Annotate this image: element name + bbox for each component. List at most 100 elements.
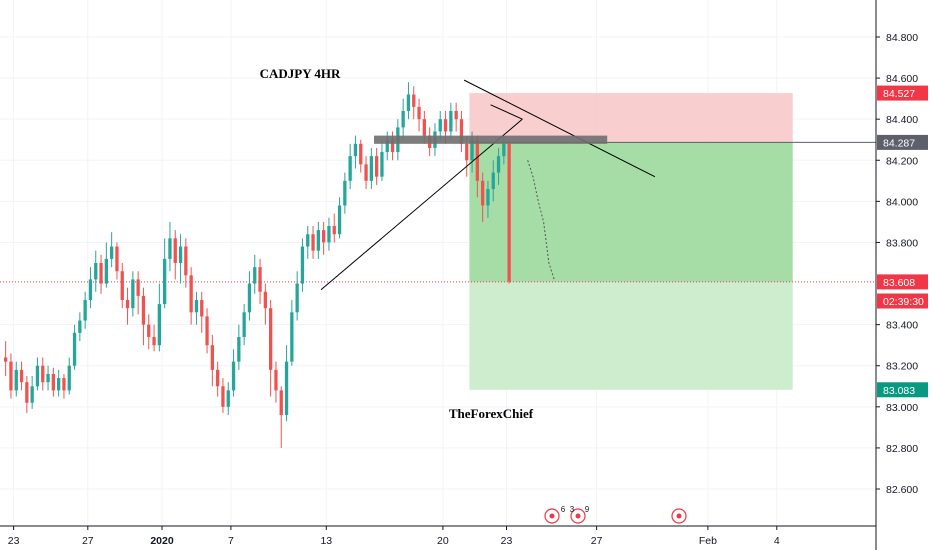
candle-body[interactable] (173, 238, 177, 263)
candle-body[interactable] (279, 390, 283, 416)
candle-body[interactable] (200, 299, 204, 317)
candle-body[interactable] (57, 378, 61, 391)
event-dot[interactable] (549, 513, 555, 519)
candle-body[interactable] (337, 205, 342, 235)
candle-body[interactable] (4, 357, 8, 362)
candle-body[interactable] (311, 234, 315, 251)
candle-body[interactable] (242, 312, 246, 337)
candle-body[interactable] (459, 119, 464, 144)
candle-body[interactable] (62, 378, 66, 391)
candle-body[interactable] (327, 226, 331, 243)
candle-body[interactable] (438, 119, 442, 132)
candle-body[interactable] (88, 279, 93, 300)
candle-body[interactable] (67, 365, 71, 391)
author-watermark[interactable]: TheForexChief (449, 406, 534, 421)
event-dot[interactable] (575, 513, 581, 519)
candle-body[interactable] (115, 246, 119, 272)
candle-body[interactable] (300, 246, 305, 284)
candle-body[interactable] (184, 246, 188, 276)
candle-body[interactable] (168, 238, 172, 259)
candle-body[interactable] (35, 365, 40, 387)
candle-body[interactable] (104, 258, 108, 284)
candle-body[interactable] (253, 267, 257, 284)
candle-body[interactable] (125, 299, 130, 309)
candle-body[interactable] (178, 246, 183, 263)
candle-body[interactable] (9, 361, 13, 391)
candle-body[interactable] (491, 172, 495, 190)
profit-target-zone-remaining[interactable] (469, 281, 793, 390)
candle-body[interactable] (51, 373, 55, 391)
candle-body[interactable] (19, 369, 24, 383)
candle-body[interactable] (210, 345, 214, 370)
candle-body[interactable] (163, 258, 167, 305)
candle-body[interactable] (475, 139, 479, 181)
event-ring[interactable] (570, 508, 586, 524)
triangle-apex-line[interactable] (490, 104, 523, 120)
candle-body[interactable] (274, 369, 278, 391)
candle-body[interactable] (385, 139, 389, 153)
candle-body[interactable] (41, 365, 45, 383)
candle-body[interactable] (496, 156, 501, 173)
resistance-zone-bar[interactable] (374, 135, 608, 144)
candle-body[interactable] (443, 119, 448, 132)
candle-body[interactable] (189, 275, 193, 313)
candle-body[interactable] (322, 230, 326, 243)
candle-body[interactable] (290, 312, 294, 362)
projected-path[interactable] (527, 160, 555, 280)
candle-body[interactable] (30, 386, 34, 403)
candle-body[interactable] (231, 361, 236, 391)
trendline-resistance[interactable] (463, 79, 656, 178)
candle-body[interactable] (284, 361, 289, 416)
candle-body[interactable] (120, 271, 124, 300)
candle-body[interactable] (454, 110, 458, 120)
candle-body[interactable] (295, 283, 299, 313)
candle-body[interactable] (221, 386, 225, 407)
candle-body[interactable] (465, 143, 469, 161)
candle-body[interactable] (406, 94, 411, 111)
candle-body[interactable] (247, 283, 252, 313)
candle-body[interactable] (417, 106, 421, 120)
candle-body[interactable] (152, 336, 156, 346)
candle-body[interactable] (353, 143, 358, 157)
candle-body[interactable] (94, 263, 98, 280)
candle-body[interactable] (348, 156, 352, 181)
candle-body[interactable] (412, 94, 416, 107)
candle-body[interactable] (131, 279, 135, 309)
candle-body[interactable] (364, 164, 368, 181)
candle-body[interactable] (486, 189, 490, 206)
candle-body[interactable] (390, 139, 395, 153)
candle-body[interactable] (14, 369, 18, 391)
candle-body[interactable] (316, 230, 320, 251)
candle-body[interactable] (332, 226, 336, 235)
candle-body[interactable] (237, 336, 241, 362)
candle-body[interactable] (194, 299, 199, 313)
candle-body[interactable] (269, 308, 273, 370)
candle-body[interactable] (375, 156, 379, 177)
candle-body[interactable] (401, 110, 405, 128)
candle-body[interactable] (258, 267, 262, 292)
candle-body[interactable] (72, 332, 77, 366)
event-ring[interactable] (544, 508, 560, 524)
candle-body[interactable] (141, 295, 146, 325)
candle-body[interactable] (147, 324, 151, 337)
symbol-annotation[interactable]: CADJPY 4HR (260, 66, 341, 81)
candle-body[interactable] (25, 382, 29, 403)
candle-body[interactable] (481, 180, 485, 206)
candle-body[interactable] (422, 119, 426, 136)
candle-body[interactable] (359, 143, 363, 165)
event-dot[interactable] (676, 513, 682, 519)
candle-body[interactable] (216, 369, 220, 387)
candle-body[interactable] (263, 291, 267, 309)
candle-body[interactable] (205, 316, 209, 346)
candle-body[interactable] (507, 143, 511, 282)
candle-body[interactable] (136, 279, 140, 296)
candle-body[interactable] (157, 304, 161, 346)
candle-body[interactable] (306, 234, 310, 247)
candle-body[interactable] (110, 246, 114, 259)
candle-body[interactable] (369, 156, 373, 181)
candle-body[interactable] (99, 263, 103, 284)
candle-body[interactable] (470, 139, 474, 161)
candle-body[interactable] (343, 180, 347, 206)
